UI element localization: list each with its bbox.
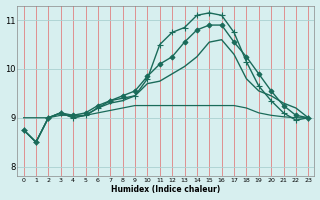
X-axis label: Humidex (Indice chaleur): Humidex (Indice chaleur) (111, 185, 220, 194)
